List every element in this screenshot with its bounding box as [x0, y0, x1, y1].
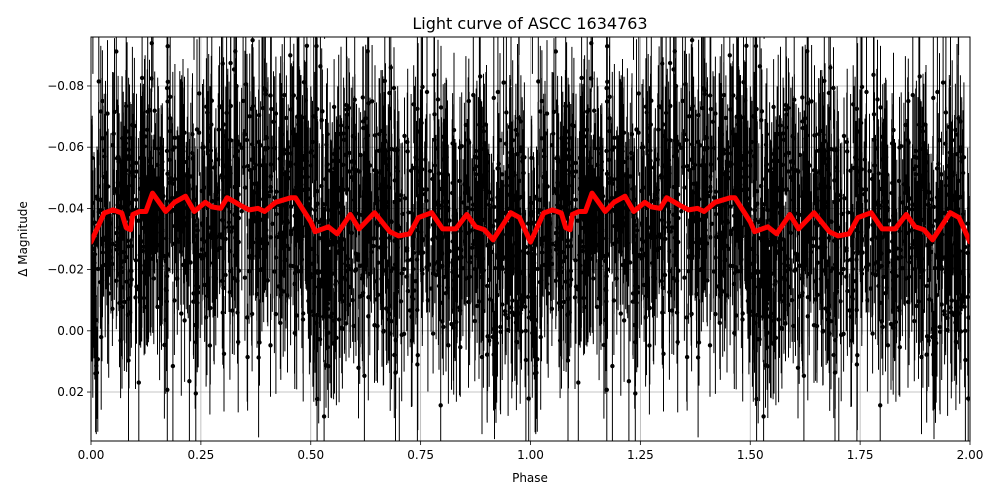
- x-axis-ticks: 0.00 0.25 0.50 0.75 1.00 1.25 1.50 1.75 2.00: [78, 441, 984, 462]
- x-tick-label: 0.75: [407, 448, 434, 462]
- x-tick-label: 1.50: [737, 448, 764, 462]
- y-axis-ticks: −0.08 −0.06 −0.04 −0.02 0.00 0.02: [47, 79, 91, 399]
- y-tick-label: 0.02: [57, 385, 84, 399]
- x-tick-label: 2.00: [957, 448, 984, 462]
- smoothed-curve-line: [91, 190, 970, 245]
- x-tick-label: 0.00: [78, 448, 105, 462]
- y-tick-label: −0.04: [47, 201, 84, 215]
- x-tick-label: 0.25: [188, 448, 215, 462]
- data-point-markers: [91, 37, 970, 419]
- x-axis-label: Phase: [512, 471, 548, 485]
- observation-points: [91, 37, 970, 441]
- smoothed-curve: [91, 190, 970, 245]
- y-tick-label: −0.02: [47, 263, 84, 277]
- chart-title: Light curve of ASCC 1634763: [412, 14, 647, 33]
- x-tick-label: 1.25: [627, 448, 654, 462]
- y-tick-label: −0.08: [47, 79, 84, 93]
- y-tick-label: 0.00: [57, 324, 84, 338]
- x-tick-label: 1.75: [847, 448, 874, 462]
- x-tick-label: 0.50: [297, 448, 324, 462]
- y-tick-label: −0.06: [47, 140, 84, 154]
- y-axis-label: Δ Magnitude: [16, 201, 30, 277]
- x-tick-label: 1.00: [517, 448, 544, 462]
